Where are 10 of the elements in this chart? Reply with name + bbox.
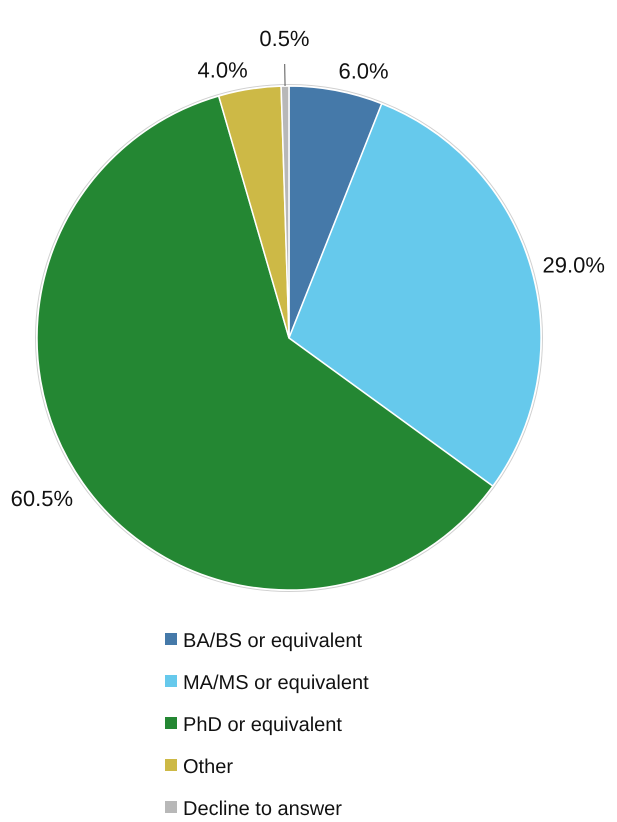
legend-label: Other [183,756,234,778]
data-label: 6.0% [338,58,389,84]
data-label: 60.5% [10,486,74,511]
data-label: 29.0% [542,252,605,278]
legend-label: MA/MS or equivalent [183,672,370,694]
data-label: 4.0% [198,57,248,82]
legend-label: PhD or equivalent [183,714,342,736]
legend-label: Decline to answer [183,798,342,820]
data-label: 0.5% [259,26,310,52]
legend-label: BA/BS or equivalent [183,630,362,652]
